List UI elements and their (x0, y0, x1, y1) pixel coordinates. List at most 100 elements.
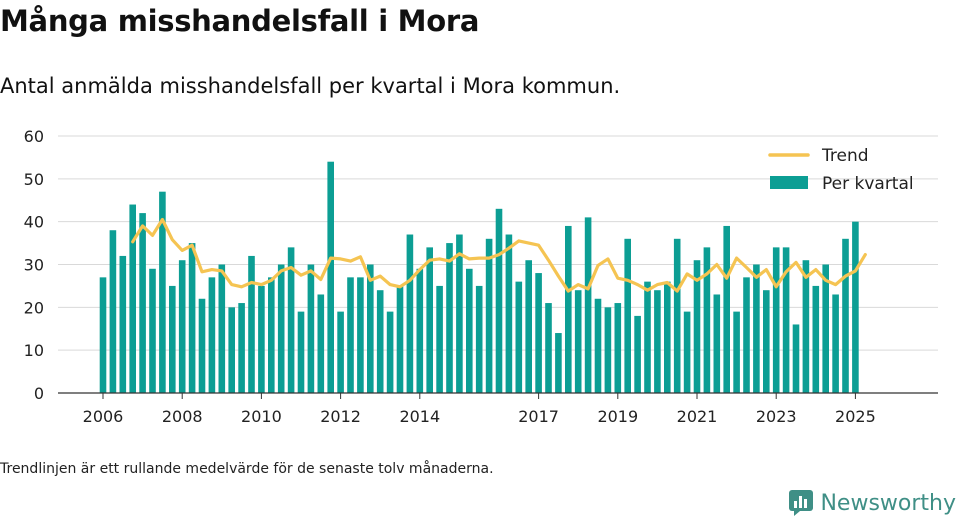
bar (753, 264, 760, 393)
legend-bar-label: Per kvartal (822, 174, 914, 194)
bar (485, 238, 493, 393)
bar (208, 277, 216, 393)
legend-bar-swatch (770, 176, 808, 189)
bar (317, 294, 325, 393)
bar (802, 260, 810, 393)
bar (307, 264, 315, 393)
bar (337, 311, 344, 393)
bar (693, 260, 701, 393)
bar (406, 234, 414, 393)
bar (446, 243, 453, 393)
bar (565, 225, 572, 393)
x-tick-label: 2021 (677, 407, 718, 426)
y-tick-label: 60 (24, 127, 44, 146)
bar (456, 234, 463, 393)
bar (535, 273, 542, 393)
bar (357, 277, 364, 393)
bar (248, 255, 255, 393)
bar (99, 277, 107, 393)
bar (812, 285, 820, 393)
bar (169, 285, 176, 393)
footnote: Trendlinjen är ett rullande medelvärde f… (0, 461, 494, 477)
bar (584, 217, 592, 393)
bar (624, 238, 631, 393)
bar (703, 247, 711, 393)
newsworthy-logo-icon (789, 490, 814, 516)
bar (119, 255, 127, 393)
x-tick-label: 2023 (756, 407, 797, 426)
bar (673, 238, 681, 393)
bar (287, 247, 295, 393)
bar (386, 311, 394, 393)
bar (327, 161, 334, 393)
bar (129, 204, 136, 393)
y-tick-label: 10 (24, 341, 44, 360)
x-tick-label: 2008 (162, 407, 203, 426)
bar (149, 268, 156, 393)
bar (763, 290, 770, 393)
x-tick-label: 2006 (83, 407, 124, 426)
bar (772, 247, 780, 393)
bar (178, 260, 186, 393)
bar (258, 285, 265, 393)
chart-subtitle: Antal anmälda misshandelsfall per kvarta… (0, 74, 621, 98)
bar (555, 333, 562, 393)
x-tick-label: 2025 (835, 407, 876, 426)
bar (416, 268, 424, 393)
bar (277, 264, 285, 393)
bar (475, 285, 483, 393)
bar (139, 213, 146, 393)
chart-area: 0 10 20 30 40 50 60 2006 2008 2010 2012 2014 2017 201… (0, 118, 960, 438)
brand-logo[interactable]: Newsworthy (788, 486, 956, 520)
bar (505, 234, 513, 393)
bar (852, 221, 859, 393)
brand-name: Newsworthy (820, 490, 956, 516)
bar (238, 303, 245, 393)
bar (723, 225, 730, 393)
bar (466, 268, 473, 393)
bar (525, 260, 532, 393)
bar (495, 208, 503, 393)
x-tick-label: 2014 (399, 407, 440, 426)
trend-line (131, 217, 867, 293)
bar (733, 311, 740, 393)
chart-title: Många misshandelsfall i Mora (0, 4, 480, 38)
bar (159, 191, 166, 393)
bar (228, 307, 235, 393)
bar (426, 247, 433, 393)
bar (792, 324, 800, 393)
y-tick-label: 50 (24, 170, 44, 189)
bar (644, 281, 651, 393)
bar (683, 311, 691, 393)
bar (376, 290, 384, 393)
bar (832, 294, 839, 393)
y-tick-label: 30 (24, 256, 44, 275)
bar (297, 311, 305, 393)
bar (396, 285, 404, 393)
legend-trend-label: Trend (821, 146, 869, 166)
x-tick-label: 2019 (597, 407, 638, 426)
bar (218, 264, 226, 393)
bar (436, 285, 443, 393)
bar (654, 290, 661, 393)
bar (604, 307, 612, 393)
x-tick-label: 2012 (320, 407, 361, 426)
bar (188, 243, 196, 393)
x-tick-label: 2010 (241, 407, 282, 426)
y-tick-label: 40 (24, 213, 44, 232)
bar (743, 277, 750, 393)
y-tick-label: 20 (24, 298, 44, 317)
bar (515, 281, 523, 393)
bar (664, 281, 671, 393)
bar (713, 294, 721, 393)
bar-line-chart: 0 10 20 30 40 50 60 2006 2008 2010 2012 2014 2017 201… (24, 127, 938, 426)
bar (198, 298, 206, 393)
bar (782, 247, 790, 393)
bar (594, 298, 602, 393)
bar (822, 264, 829, 393)
y-tick-label: 0 (34, 384, 44, 403)
bar (109, 230, 117, 393)
bar (634, 315, 641, 393)
bar (347, 277, 354, 393)
x-tick-label: 2017 (518, 407, 559, 426)
